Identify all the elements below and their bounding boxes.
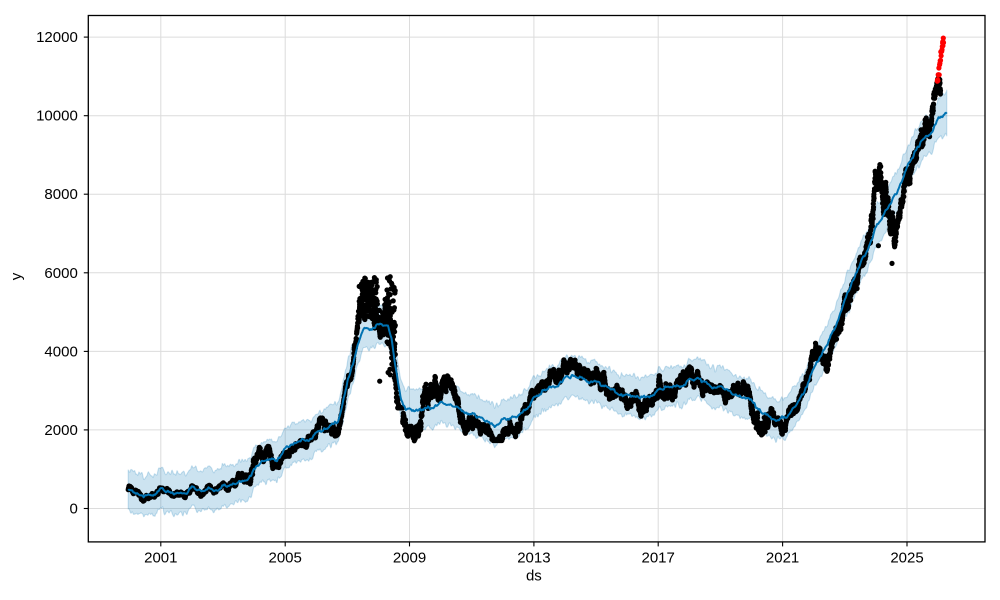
svg-text:4000: 4000 [44, 343, 77, 360]
svg-text:12000: 12000 [36, 29, 78, 46]
svg-text:2013: 2013 [517, 549, 550, 566]
svg-text:2017: 2017 [642, 549, 675, 566]
svg-text:ds: ds [526, 568, 542, 585]
svg-text:2001: 2001 [144, 549, 177, 566]
svg-text:2005: 2005 [269, 549, 302, 566]
svg-text:10000: 10000 [36, 108, 78, 125]
svg-text:6000: 6000 [44, 265, 77, 282]
svg-text:0: 0 [69, 501, 77, 518]
svg-text:2000: 2000 [44, 422, 77, 439]
svg-text:2021: 2021 [766, 549, 799, 566]
svg-text:8000: 8000 [44, 186, 77, 203]
svg-text:2025: 2025 [890, 549, 923, 566]
svg-text:2009: 2009 [393, 549, 426, 566]
svg-text:y: y [8, 272, 25, 280]
